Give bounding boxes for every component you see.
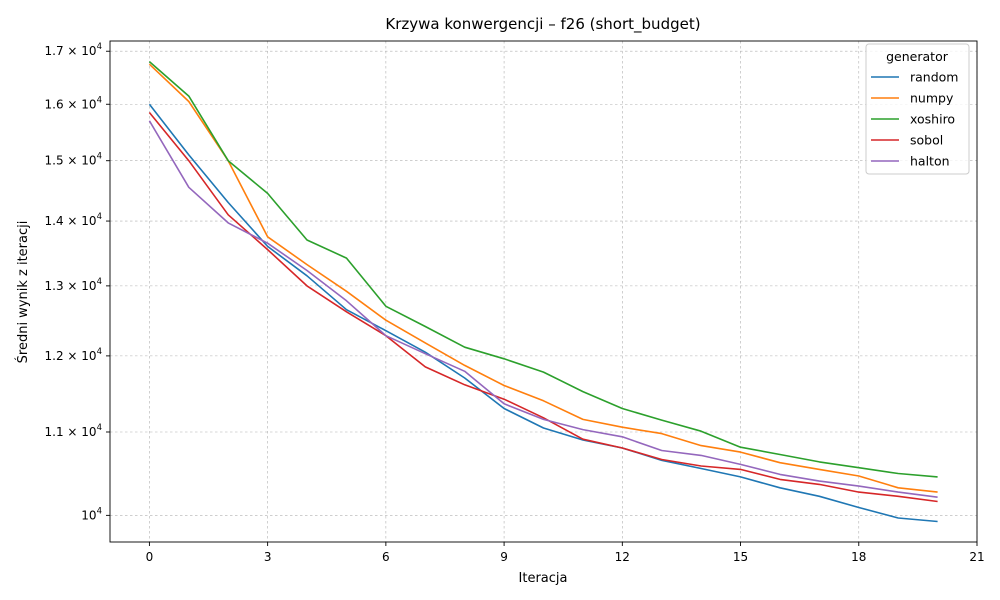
y-tick-exponent: 4 [97, 42, 102, 52]
y-tick-label: 1.4 × 104 [45, 212, 102, 228]
legend-label-sobol: sobol [910, 133, 943, 148]
y-tick-mantissa: 1.4 × 10 [45, 214, 97, 228]
y-tick-label: 1.5 × 104 [45, 152, 102, 168]
y-tick-label: 104 [81, 506, 102, 522]
x-tick-label: 9 [500, 550, 508, 564]
legend-label-numpy: numpy [910, 91, 954, 106]
y-tick-mantissa: 1.7 × 10 [45, 44, 97, 58]
y-tick-mantissa: 1.5 × 10 [45, 154, 97, 168]
x-tick-label: 6 [382, 550, 390, 564]
y-tick-mantissa: 1.1 × 10 [45, 425, 97, 439]
series-layer [148, 60, 938, 523]
x-tick-label: 21 [969, 550, 984, 564]
y-tick-exponent: 4 [97, 152, 102, 162]
legend-label-random: random [910, 70, 958, 85]
chart-title: Krzywa konwergencji – f26 (short_budget) [385, 15, 700, 34]
x-tick-label: 15 [733, 550, 748, 564]
y-tick-label: 1.2 × 104 [45, 347, 102, 363]
legend-items: random numpy xoshiro sobol halton [871, 70, 958, 169]
legend-label-xoshiro: xoshiro [910, 112, 955, 127]
y-tick-mantissa: 1.2 × 10 [45, 349, 97, 363]
x-axis-label: Iteracja [519, 571, 568, 586]
y-tick-exponent: 4 [97, 277, 102, 287]
series-line-numpy [148, 63, 938, 493]
y-tick-mantissa: 1.3 × 10 [45, 279, 97, 293]
y-tick-exponent: 4 [97, 95, 102, 105]
y-tick-label: 1.6 × 104 [45, 95, 102, 111]
series-line-sobol [148, 111, 938, 503]
x-tick-label: 3 [264, 550, 272, 564]
y-tick-label: 1.1 × 104 [45, 423, 102, 439]
plot-frame [109, 40, 978, 543]
legend-title: generator [886, 49, 949, 64]
x-tick-label: 0 [146, 550, 154, 564]
series-line-halton [148, 120, 938, 498]
y-tick-exponent: 4 [97, 506, 102, 516]
legend-label-halton: halton [910, 154, 950, 169]
y-axis-label: Średni wynik z iteracji [15, 221, 31, 364]
y-tick-mantissa: 10 [81, 508, 96, 522]
y-tick-exponent: 4 [97, 212, 102, 222]
series-line-xoshiro [148, 60, 938, 478]
x-tick-label: 18 [851, 550, 866, 564]
y-tick-label: 1.3 × 104 [45, 277, 102, 293]
y-tick-exponent: 4 [97, 423, 102, 433]
series-line-random [148, 103, 938, 523]
y-tick-label: 1.7 × 104 [45, 42, 102, 58]
y-tick-mantissa: 1.6 × 10 [45, 97, 97, 111]
y-tick-exponent: 4 [97, 347, 102, 357]
legend: generator random numpy xoshiro sobol halton [865, 43, 970, 175]
x-tick-label: 12 [615, 550, 630, 564]
